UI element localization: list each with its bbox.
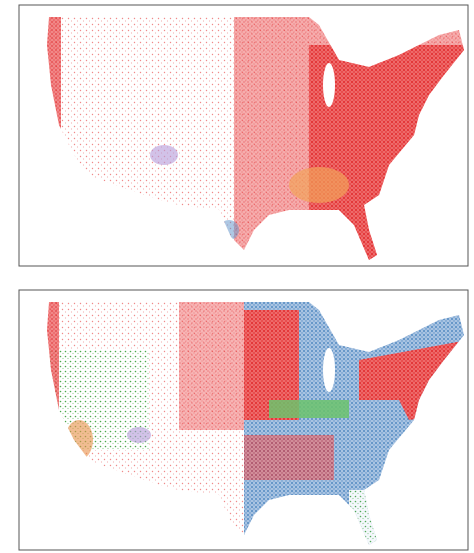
lake: [323, 348, 335, 392]
map-panel: [18, 4, 469, 267]
map-panel: [18, 289, 469, 551]
dot-density: [47, 302, 464, 545]
lake: [323, 63, 335, 107]
